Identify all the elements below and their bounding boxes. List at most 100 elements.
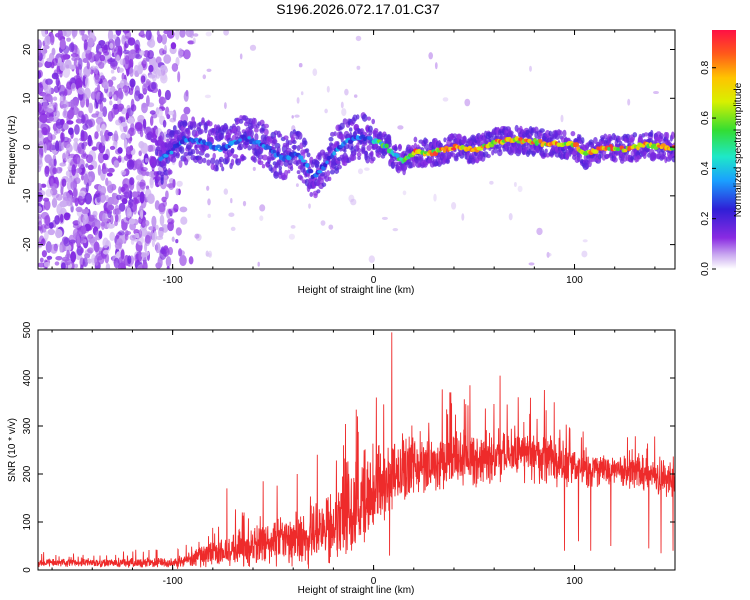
- spectrogram-cell: [38, 191, 44, 203]
- spectrogram-cell: [327, 176, 332, 182]
- spectrogram-cell: [83, 173, 89, 185]
- spectrogram-cell: [582, 239, 588, 243]
- spectrogram-cell: [139, 129, 144, 138]
- spectrogram-cell: [508, 130, 514, 136]
- spectrogram-cell: [304, 148, 310, 153]
- spectrogram-cell: [66, 37, 72, 42]
- spectrogram-cell: [38, 262, 45, 268]
- colorbar-label: Normalized spectral amplitude: [733, 82, 744, 217]
- spectrogram-cell: [368, 129, 373, 136]
- spectrogram-cell: [587, 160, 592, 168]
- spectrogram-cell: [65, 64, 70, 69]
- spectrogram-cell: [294, 114, 300, 118]
- spectrogram-cell: [206, 159, 211, 166]
- spectrogram-cell: [99, 54, 106, 62]
- spectrogram-cell: [373, 128, 379, 133]
- spectrogram-cell: [98, 61, 105, 69]
- spectrogram-cell: [339, 122, 345, 130]
- spectrogram-cell: [134, 122, 143, 132]
- spectrogram-cell: [118, 230, 125, 236]
- spectrogram-cell: [356, 65, 361, 70]
- spectrogram-cell: [59, 210, 65, 215]
- spectrogram-cell: [428, 52, 434, 60]
- colorbar-ticks: 0.0 0.2 0.4 0.6 0.8: [700, 60, 716, 276]
- spectrogram-cell: [67, 246, 71, 251]
- spectrogram-cell: [273, 172, 279, 177]
- snr-xtick-label: -100: [163, 576, 183, 587]
- spectrogram-ytick-label: 10: [22, 92, 33, 104]
- spectrogram-cell: [187, 130, 191, 137]
- spectrogram-cell: [223, 102, 227, 110]
- spectrogram-cell: [308, 169, 314, 174]
- spectrogram-cell: [230, 147, 235, 154]
- spectrogram-cell: [87, 258, 92, 264]
- spectrogram-cell: [59, 62, 66, 72]
- spectrogram-cell: [263, 128, 269, 136]
- spectrogram-cell: [128, 49, 136, 60]
- spectrogram-cell: [163, 97, 167, 104]
- spectrogram-cell: [291, 115, 294, 119]
- spectrogram-cell: [643, 132, 649, 137]
- spectrogram-cell: [103, 51, 110, 56]
- spectrogram-cell: [50, 243, 58, 254]
- spectrogram-cell: [344, 88, 349, 96]
- spectrogram-cell: [106, 223, 115, 229]
- spectrogram-cell: [185, 89, 189, 97]
- spectrogram-cell: [165, 106, 170, 117]
- snr-xtick-label: 100: [566, 576, 583, 587]
- spectrogram-ytick-label: -20: [22, 237, 33, 252]
- spectrogram-cell: [43, 261, 50, 268]
- spectrogram-cell: [68, 42, 75, 53]
- spectrogram-cell: [88, 176, 92, 182]
- spectrogram-cell: [178, 248, 183, 257]
- spectrogram-cell: [74, 124, 80, 135]
- spectrogram-cell: [174, 129, 181, 135]
- spectrogram-cell: [75, 206, 83, 213]
- spectrogram-cell: [253, 117, 257, 126]
- spectrogram-cell: [179, 30, 186, 38]
- spectrogram-cell: [48, 116, 55, 122]
- spectrogram-cell: [251, 138, 255, 142]
- spectrogram-cell: [332, 151, 337, 156]
- spectrogram-cell: [156, 30, 160, 37]
- spectrogram-cell: [54, 215, 60, 225]
- snr-frame: [37, 329, 676, 571]
- spectrogram-cell: [120, 132, 127, 140]
- spectrogram-cell: [442, 97, 449, 102]
- spectrogram-cell: [94, 74, 100, 85]
- spectrogram-cell: [129, 177, 135, 186]
- spectrogram-cell: [107, 196, 115, 205]
- spectrogram-cell: [266, 145, 272, 150]
- spectrogram-cell: [177, 71, 181, 83]
- spectrogram-cell: [650, 129, 654, 138]
- spectrogram-cell: [44, 231, 49, 241]
- spectrogram-cell: [278, 169, 283, 176]
- spectrogram-cell: [129, 137, 133, 142]
- spectrogram-cell: [165, 190, 169, 200]
- spectrogram-frame: [37, 29, 676, 270]
- spectrogram-cell: [536, 227, 543, 236]
- spectrogram-cell: [295, 183, 299, 187]
- spectrogram-cell: [127, 37, 136, 46]
- spectrogram-cell: [158, 48, 165, 56]
- spectrogram-cell: [593, 136, 598, 145]
- spectrogram-cell: [137, 64, 144, 75]
- spectrogram-cell: [195, 149, 200, 155]
- spectrogram-cell: [330, 131, 335, 137]
- spectrogram-ytick-label: 0: [22, 144, 33, 150]
- spectrogram-cell: [105, 195, 110, 203]
- spectrogram-cell: [151, 215, 157, 228]
- spectrogram-cell: [215, 165, 219, 172]
- spectrogram-cell: [155, 262, 162, 269]
- spectrogram-cell: [78, 30, 85, 36]
- spectrogram-cell: [347, 139, 354, 144]
- spectrogram-cell: [226, 155, 230, 163]
- spectrogram-cell: [163, 131, 167, 142]
- spectrogram-cell: [58, 167, 63, 172]
- spectrogram-cell: [118, 202, 126, 212]
- spectrogram-cell: [99, 192, 106, 203]
- spectrogram-cell: [581, 137, 585, 144]
- spectrogram-cell: [607, 146, 612, 151]
- spectrogram-cell: [159, 248, 167, 260]
- spectrogram-cell: [149, 144, 156, 152]
